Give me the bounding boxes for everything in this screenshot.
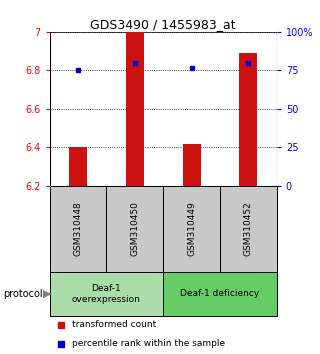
Text: protocol: protocol	[3, 289, 43, 299]
Bar	[182, 144, 201, 186]
Text: Deaf-1 deficiency: Deaf-1 deficiency	[180, 290, 260, 298]
Text: GSM310452: GSM310452	[244, 201, 253, 256]
Bar	[69, 148, 87, 186]
Bar	[106, 186, 163, 272]
Bar	[220, 186, 277, 272]
Bar	[163, 272, 277, 316]
Title: GDS3490 / 1455983_at: GDS3490 / 1455983_at	[90, 18, 236, 31]
Text: GSM310449: GSM310449	[187, 201, 196, 256]
Text: percentile rank within the sample: percentile rank within the sample	[72, 339, 226, 348]
Text: Deaf-1
overexpression: Deaf-1 overexpression	[72, 284, 141, 304]
Text: GSM310448: GSM310448	[74, 201, 83, 256]
Bar	[163, 186, 220, 272]
Bar	[50, 272, 163, 316]
Bar	[126, 32, 144, 186]
Bar	[239, 53, 258, 186]
Text: ▶: ▶	[43, 289, 52, 299]
Text: GSM310450: GSM310450	[130, 201, 139, 256]
Text: transformed count: transformed count	[72, 320, 156, 329]
Bar	[50, 186, 106, 272]
